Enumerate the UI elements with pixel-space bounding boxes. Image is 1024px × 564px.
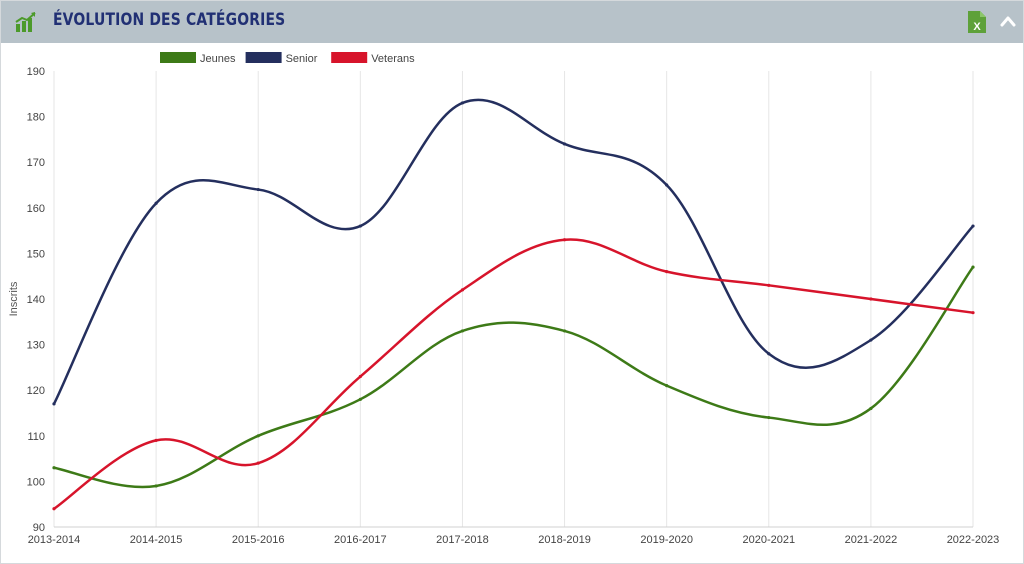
legend-label-veterans: Veterans — [371, 53, 415, 65]
data-point-jeunes — [256, 434, 260, 438]
legend-swatch-jeunes — [160, 52, 196, 63]
panel-header: ÉVOLUTION DES CATÉGORIES X — [1, 1, 1023, 43]
data-point-senior — [767, 352, 771, 356]
data-point-senior — [869, 338, 873, 342]
data-point-veterans — [562, 238, 567, 242]
data-point-jeunes — [665, 384, 669, 388]
x-tick-label: 2017-2018 — [436, 534, 489, 546]
panel-title: ÉVOLUTION DES CATÉGORIES — [53, 10, 286, 30]
data-point-veterans — [256, 461, 260, 465]
data-point-senior — [971, 224, 975, 228]
data-point-veterans — [460, 288, 465, 292]
data-point-jeunes — [358, 397, 362, 401]
y-tick-label: 120 — [27, 385, 45, 397]
x-tick-label: 2016-2017 — [334, 534, 387, 546]
excel-export-icon[interactable]: X — [967, 10, 987, 39]
x-tick-label: 2018-2019 — [538, 534, 591, 546]
y-tick-label: 140 — [27, 294, 45, 306]
x-tick-label: 2014-2015 — [130, 534, 183, 546]
data-point-veterans — [52, 507, 56, 511]
bar-chart-trend-icon — [15, 11, 37, 38]
y-tick-label: 110 — [27, 431, 45, 443]
series-line-jeunes — [53, 266, 975, 489]
data-point-senior — [562, 142, 567, 146]
legend-swatch-veterans — [331, 52, 368, 63]
x-tick-label: 2022-2023 — [947, 534, 1000, 546]
y-tick-label: 160 — [27, 203, 45, 215]
data-point-veterans — [869, 297, 873, 301]
y-tick-label: 180 — [27, 112, 45, 124]
x-tick-label: 2020-2021 — [742, 534, 795, 546]
data-point-senior — [154, 201, 158, 205]
legend-swatch-senior — [245, 52, 282, 63]
data-point-senior — [460, 101, 465, 105]
x-tick-label: 2013-2014 — [28, 534, 81, 546]
data-point-jeunes — [767, 415, 771, 420]
data-point-veterans — [665, 270, 669, 274]
line-chart: 90 100 110 120 130 140 150 160 170 180 190 2013-201… — [8, 52, 1000, 546]
svg-text:X: X — [973, 21, 981, 33]
y-tick-label: 100 — [27, 476, 45, 488]
data-point-senior — [256, 187, 260, 192]
data-point-veterans — [767, 283, 771, 287]
y-axis-title: Inscrits — [8, 281, 20, 316]
data-point-jeunes — [869, 406, 873, 411]
data-point-veterans — [358, 374, 362, 379]
data-point-jeunes — [52, 466, 56, 470]
y-tick-label: 170 — [27, 157, 45, 169]
data-point-jeunes — [971, 265, 975, 269]
data-point-jeunes — [154, 484, 158, 488]
data-point-senior — [52, 402, 56, 406]
data-point-jeunes — [562, 329, 567, 333]
x-tick-label: 2015-2016 — [232, 534, 285, 546]
legend-label-senior: Senior — [286, 53, 318, 65]
y-tick-label: 90 — [33, 522, 45, 534]
y-tick-label: 150 — [27, 248, 45, 260]
data-point-senior — [665, 183, 669, 187]
data-point-veterans — [971, 311, 975, 315]
x-tick-label: 2019-2020 — [640, 534, 693, 546]
legend-label-jeunes: Jeunes — [200, 53, 236, 65]
series-line-senior — [52, 98, 974, 405]
y-tick-label: 190 — [27, 66, 45, 78]
series-line-veterans — [53, 238, 974, 510]
data-point-jeunes — [460, 329, 465, 333]
data-point-veterans — [154, 438, 158, 442]
data-point-senior — [358, 224, 362, 228]
chevron-up-icon[interactable] — [999, 13, 1017, 34]
y-tick-label: 130 — [27, 340, 45, 352]
x-tick-label: 2021-2022 — [845, 534, 898, 546]
